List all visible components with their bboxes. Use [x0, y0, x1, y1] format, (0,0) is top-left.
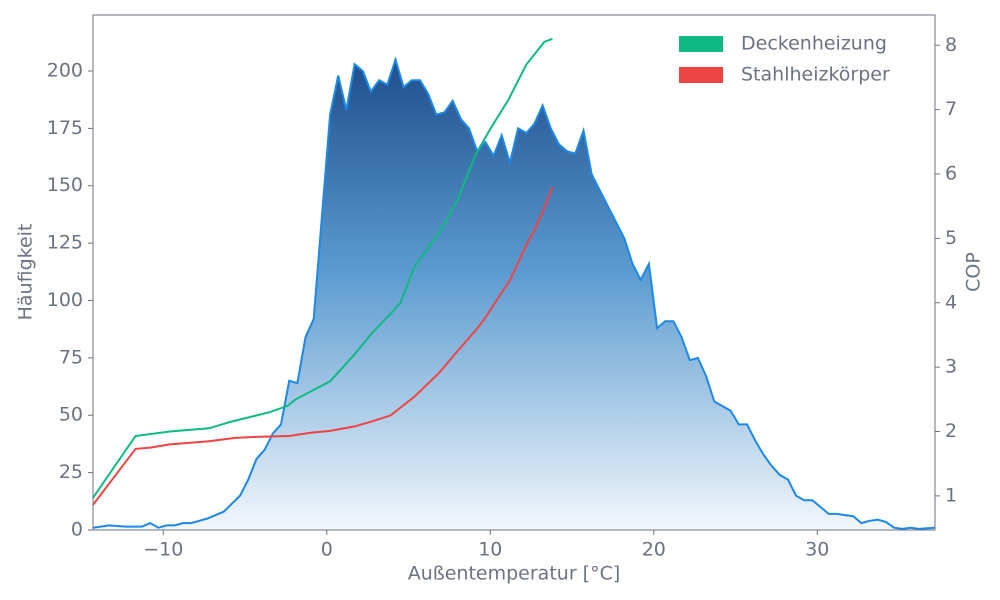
x-tick-label: 0	[321, 539, 333, 561]
x-tick-label: 20	[642, 539, 666, 561]
legend-label: Deckenheizung	[741, 33, 887, 55]
plot-frame	[92, 14, 936, 531]
legend-swatch	[679, 36, 723, 52]
y2-tick-label: 4	[945, 291, 957, 313]
legend-swatch	[679, 67, 723, 83]
area-fill	[93, 59, 935, 530]
y-tick-label: 175	[47, 117, 83, 139]
x-tick-label: 30	[805, 539, 829, 561]
y-tick-label: 50	[59, 404, 83, 426]
y-tick-label: 200	[47, 59, 83, 81]
y-tick-label: 125	[47, 232, 83, 254]
histogram-line	[92, 56, 936, 530]
y-tick-label: 75	[59, 346, 83, 368]
y-tick-label: 150	[47, 174, 83, 196]
y2-tick-label: 2	[945, 420, 957, 442]
cop-line	[92, 186, 554, 506]
y-tick-label: 100	[47, 289, 83, 311]
y2-tick-label: 5	[945, 227, 957, 249]
y2-axis-label: COP	[963, 252, 985, 292]
y2-tick-label: 8	[945, 34, 957, 56]
y-tick-label: 0	[71, 519, 83, 541]
x-tick-label: 10	[478, 539, 502, 561]
y2-tick-label: 1	[945, 484, 957, 506]
cop-line	[92, 37, 553, 499]
x-tick-label: −10	[143, 539, 183, 561]
y-tick-label: 25	[59, 461, 83, 483]
y2-tick-label: 6	[945, 163, 957, 185]
y-axis-label: Häufigkeit	[15, 224, 37, 321]
y2-tick-label: 7	[945, 98, 957, 120]
y2-tick-label: 3	[945, 356, 957, 378]
x-axis-label: Außentemperatur [°C]	[408, 563, 621, 585]
legend-label: Stahlheizkörper	[741, 64, 890, 86]
